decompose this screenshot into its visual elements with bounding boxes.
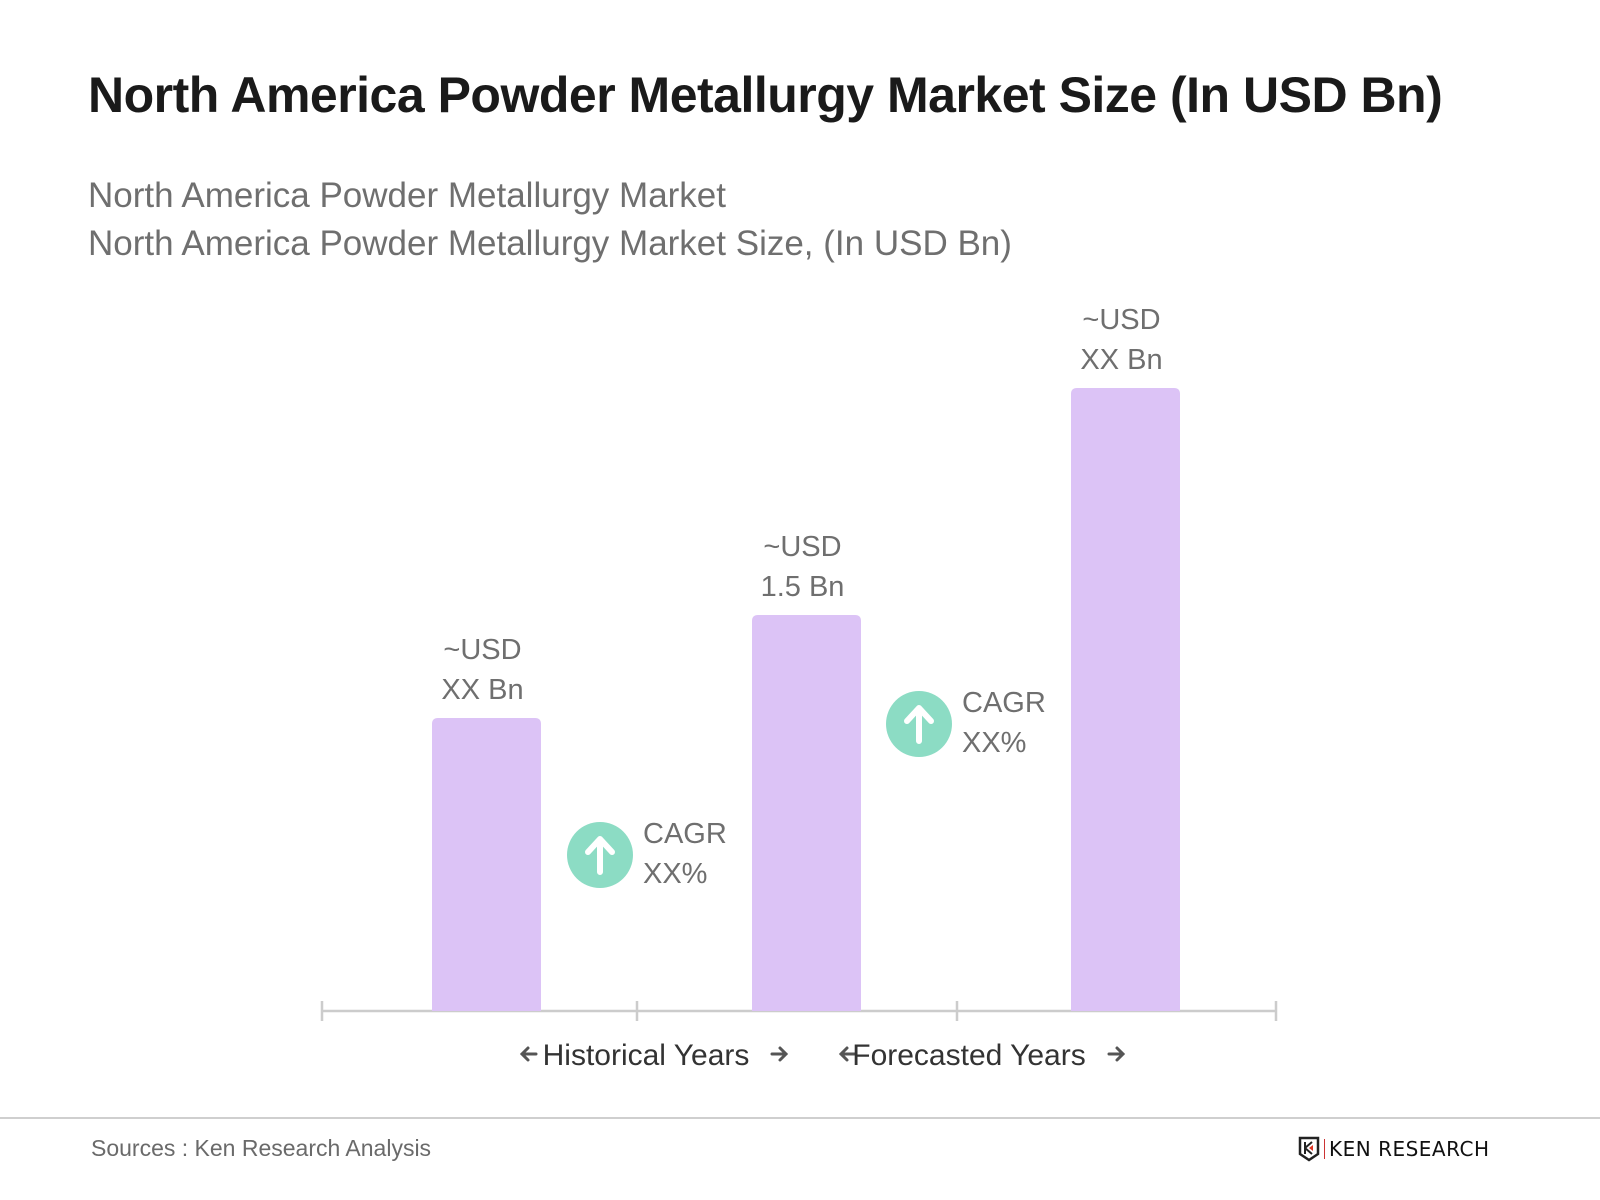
arrow-up-icon [904, 705, 934, 744]
bar [1071, 388, 1180, 1011]
bar [432, 717, 541, 1011]
footer-divider [0, 1117, 1600, 1119]
arrow-left-icon [519, 1046, 538, 1062]
chart-subtitle-2: North America Powder Metallurgy Market S… [88, 224, 1012, 263]
cagr-label: CAGR [643, 818, 727, 850]
data-label-line2: XX Bn [441, 674, 523, 706]
logo-text: KEN RESEARCH [1329, 1137, 1490, 1161]
data-label-line1: ~USD [1082, 304, 1160, 336]
cagr-value: XX% [643, 858, 707, 890]
logo-shield-icon [1298, 1136, 1320, 1162]
data-label-line1: ~USD [763, 531, 841, 563]
period-label: Forecasted Years [852, 1039, 1085, 1072]
arrow-right-icon [1107, 1046, 1126, 1062]
period-label: Historical Years [543, 1039, 750, 1072]
ken-research-logo: KEN RESEARCH [1298, 1136, 1490, 1162]
arrow-right-icon [770, 1046, 789, 1062]
data-label-line1: ~USD [443, 634, 521, 666]
chart-subtitle-1: North America Powder Metallurgy Market [88, 176, 726, 215]
arrow-left-icon [838, 1046, 857, 1062]
source-note: Sources : Ken Research Analysis [91, 1135, 432, 1161]
cagr-label: CAGR [962, 687, 1046, 719]
data-label-line2: 1.5 Bn [761, 571, 845, 603]
cagr-value: XX% [962, 727, 1026, 759]
arrow-up-icon [585, 836, 615, 875]
chart-title: North America Powder Metallurgy Market S… [88, 67, 1443, 123]
bar [752, 615, 861, 1011]
data-label-line2: XX Bn [1080, 344, 1162, 376]
